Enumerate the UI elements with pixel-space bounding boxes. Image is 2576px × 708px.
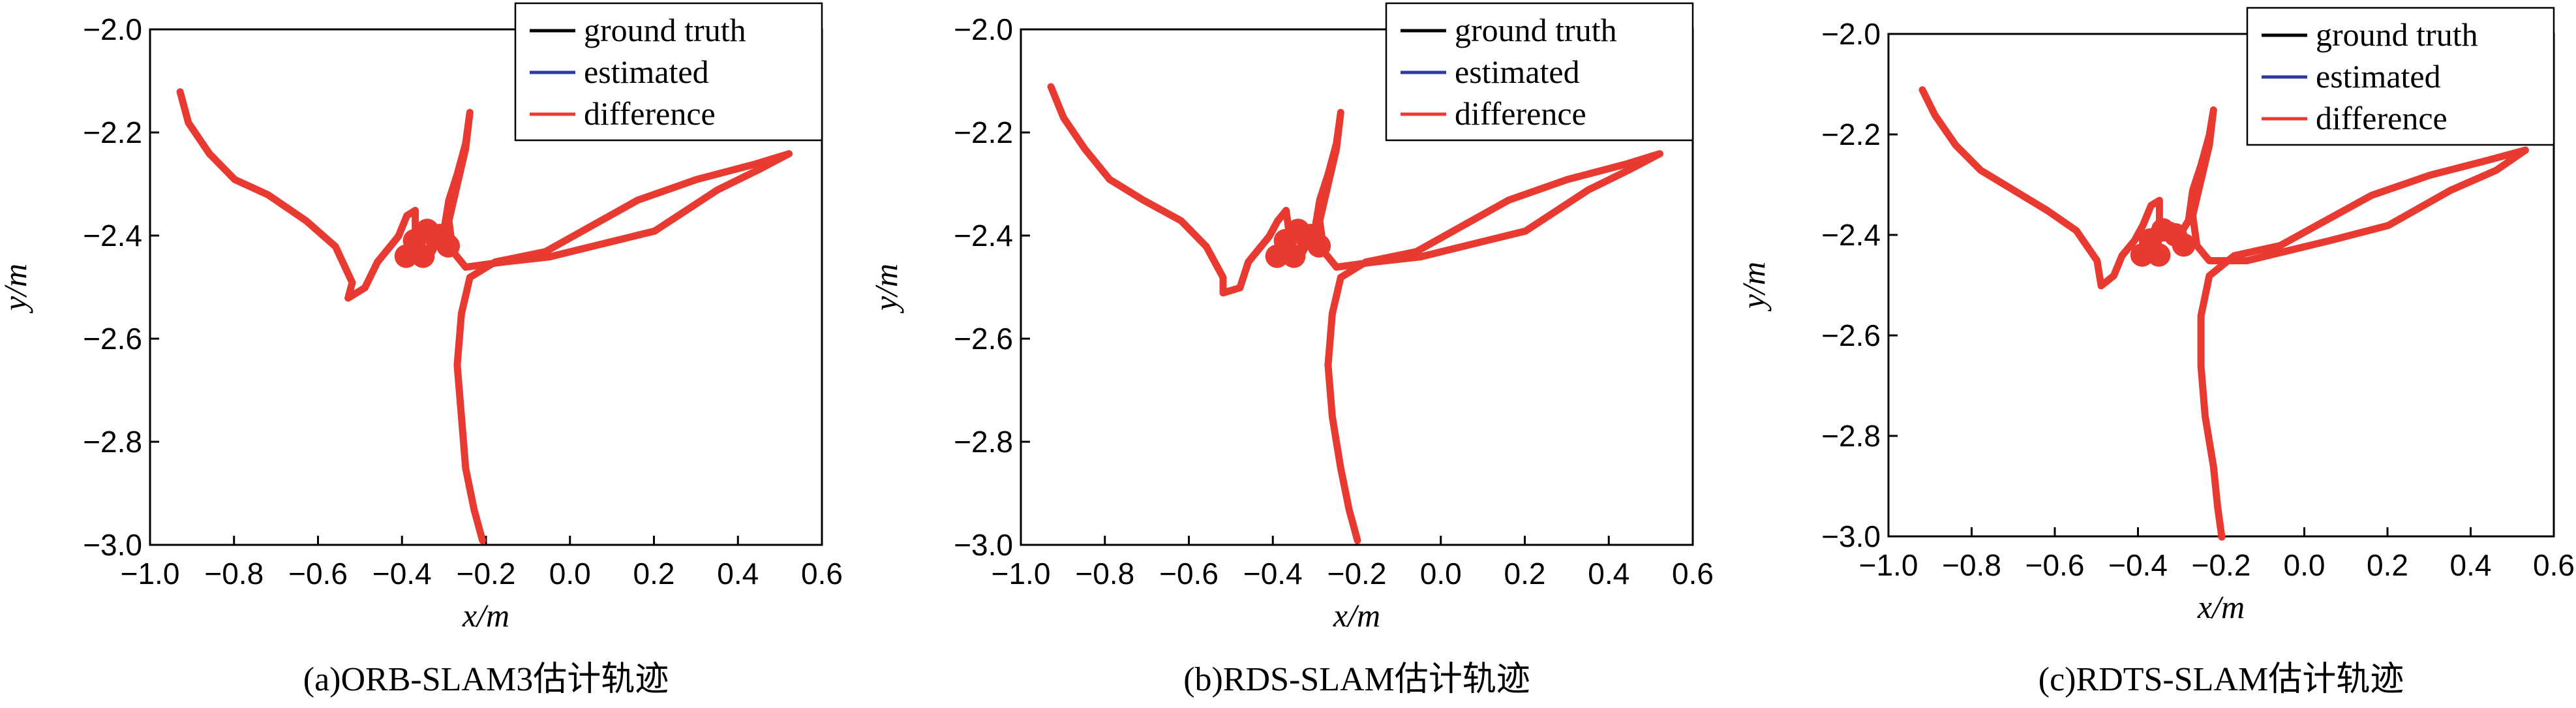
x-tick-label: −1.0 — [992, 557, 1051, 591]
x-tick-label: −0.2 — [457, 557, 516, 591]
panel-rdts-slam: −1.0 −0.8 −0.6 −0.4 −0.2 0.0 0.2 0.4 0.6 −2.0 −2.2… — [1735, 7, 2575, 698]
legend-entry: ground truth — [2316, 16, 2478, 53]
estimated-line — [181, 93, 793, 542]
x-tick-label: −0.8 — [1942, 548, 2001, 582]
y-tick-label: −3.0 — [1821, 519, 1881, 553]
difference-cluster-mark — [436, 234, 461, 258]
estimated-line — [1923, 90, 2529, 539]
y-tick-label: −2.2 — [1821, 117, 1881, 151]
y-tick-label: −2.2 — [954, 115, 1013, 149]
y-tick-label: −2.8 — [954, 425, 1013, 459]
y-tick-label: −2.0 — [954, 12, 1013, 46]
x-axis-label: x/m — [2197, 589, 2245, 625]
difference-cluster-mark — [2172, 233, 2196, 257]
x-tick-label: 0.2 — [633, 557, 675, 591]
y-tick-label: −2.0 — [1821, 17, 1881, 51]
y-tick-label: −2.6 — [83, 322, 142, 356]
x-tick-label: 0.6 — [1672, 557, 1714, 591]
panel-caption: (a)ORB-SLAM3估计轨迹 — [303, 661, 669, 698]
y-tick-label: −2.2 — [83, 115, 142, 149]
y-tick-label: −2.4 — [83, 219, 142, 253]
panel-caption: (c)RDTS-SLAM估计轨迹 — [2038, 661, 2404, 698]
difference-cluster-mark — [2130, 243, 2154, 267]
x-tick-label: 0.6 — [2533, 548, 2575, 582]
y-tick-label: −2.0 — [83, 12, 142, 46]
legend-entry: difference — [1455, 95, 1586, 132]
legend-entry: ground truth — [1455, 12, 1617, 48]
difference-cluster-mark — [1282, 244, 1306, 268]
x-tick-label: 0.4 — [2450, 548, 2492, 582]
x-axis-label: x/m — [462, 597, 509, 634]
x-tick-label: −0.8 — [204, 557, 264, 591]
y-tick-label: −2.6 — [1821, 318, 1881, 352]
difference-line — [1047, 83, 1663, 544]
legend-entry: estimated — [2316, 58, 2441, 95]
y-tick-label: −2.8 — [1821, 419, 1881, 453]
legend-entry: difference — [584, 95, 716, 132]
x-tick-label: 0.0 — [1420, 557, 1462, 591]
panel-caption: (b)RDS-SLAM估计轨迹 — [1183, 661, 1530, 698]
ground-truth-line — [1920, 88, 2526, 537]
x-axis-label: x/m — [1333, 597, 1380, 634]
x-tick-label: −0.4 — [372, 557, 432, 591]
difference-cluster-mark — [411, 244, 435, 268]
x-tick-label: 0.2 — [1504, 557, 1546, 591]
y-tick-label: −2.4 — [1821, 218, 1881, 252]
x-tick-label: −0.6 — [1159, 557, 1219, 591]
panel-orb-slam3: −1.0 −0.8 −0.6 −0.4 −0.2 0.0 0.2 0.4 0.6 −2.0 −2.2… — [0, 2, 843, 698]
estimated-line — [1052, 87, 1663, 542]
y-tick-label: −2.6 — [954, 322, 1013, 356]
x-tick-label: 0.4 — [1588, 557, 1629, 591]
x-tick-label: −0.2 — [1327, 557, 1387, 591]
legend-entry: estimated — [1455, 54, 1580, 90]
x-tick-label: −1.0 — [1859, 548, 1918, 582]
x-tick-label: −0.2 — [2192, 548, 2251, 582]
y-axis-label: y/m — [0, 264, 33, 314]
y-axis-label: y/m — [1735, 262, 1772, 312]
difference-line — [1918, 86, 2529, 541]
y-axis-label: y/m — [868, 264, 904, 314]
difference-line — [176, 88, 793, 544]
x-tick-label: −1.0 — [121, 557, 180, 591]
x-tick-label: 0.4 — [717, 557, 759, 591]
legend-entry: estimated — [584, 54, 709, 90]
difference-cluster-mark — [1307, 234, 1331, 258]
difference-cluster-mark — [1265, 244, 1289, 268]
panel-rds-slam: −1.0 −0.8 −0.6 −0.4 −0.2 0.0 0.2 0.4 0.6 −2.0 −2.2… — [868, 2, 1714, 698]
x-tick-label: −0.4 — [2108, 548, 2168, 582]
x-tick-label: −0.6 — [2025, 548, 2085, 582]
x-tick-label: −0.4 — [1243, 557, 1303, 591]
y-tick-label: −3.0 — [954, 528, 1013, 562]
y-tick-label: −2.4 — [954, 219, 1013, 253]
x-tick-label: 0.2 — [2367, 548, 2408, 582]
x-tick-label: 0.6 — [801, 557, 843, 591]
ground-truth-line — [1049, 85, 1661, 540]
x-tick-label: 0.0 — [549, 557, 591, 591]
y-tick-label: −3.0 — [83, 528, 142, 562]
x-tick-label: −0.6 — [288, 557, 348, 591]
difference-cluster-mark — [394, 244, 418, 268]
x-tick-label: −0.8 — [1075, 557, 1134, 591]
difference-cluster-mark — [2147, 243, 2171, 267]
ground-truth-line — [178, 91, 790, 540]
y-tick-label: −2.8 — [83, 425, 142, 459]
x-tick-label: 0.0 — [2284, 548, 2326, 582]
legend-entry: ground truth — [584, 12, 746, 48]
legend-entry: difference — [2316, 100, 2447, 136]
